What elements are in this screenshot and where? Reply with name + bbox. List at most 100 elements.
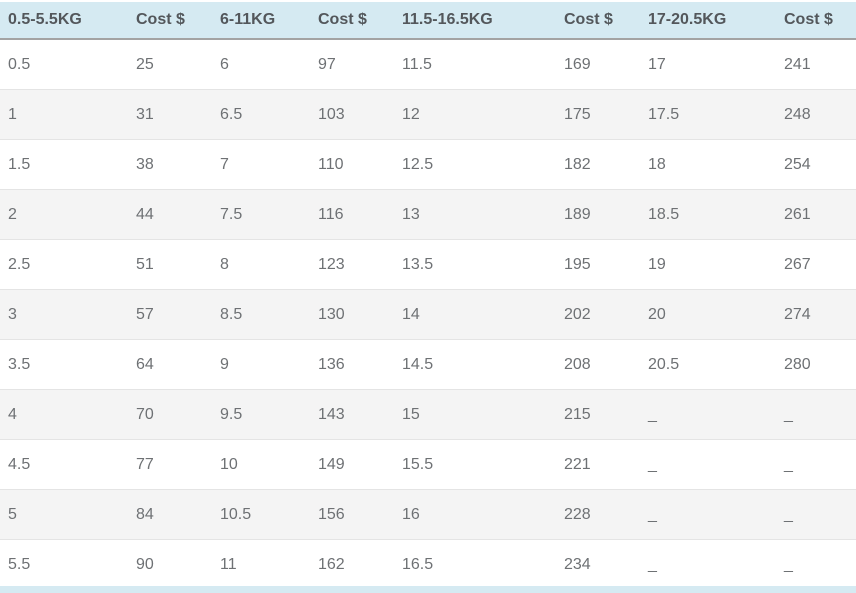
table-cell: 6 <box>220 55 229 73</box>
table-cell: 20 <box>640 289 776 340</box>
table-cell: 31 <box>128 89 212 140</box>
table-cell: 15 <box>394 389 556 440</box>
table-cell: 254 <box>776 139 856 190</box>
table-cell: 13.5 <box>394 239 556 290</box>
header-cost-1: Cost $ <box>128 2 212 40</box>
table-cell: 13 <box>394 189 556 240</box>
table-cell: 195 <box>556 239 640 290</box>
table-row: 5.5 90 11 162 16.5 234 _ _ <box>0 539 856 589</box>
table-cell: 3 <box>0 289 128 340</box>
table-cell: 17.5 <box>640 89 776 140</box>
table-cell: 14 <box>394 289 556 340</box>
table-cell: 2.5 <box>0 239 128 290</box>
table-cell: 182 <box>556 139 640 190</box>
table-cell: 149 <box>310 439 394 490</box>
table-cell: 123 <box>310 239 394 290</box>
table-cell: 25 <box>136 55 154 73</box>
table-cell: 274 <box>776 289 856 340</box>
table-cell: 38 <box>128 139 212 190</box>
table-cell: 97 <box>318 55 336 73</box>
table-cell: 10.5 <box>212 489 310 540</box>
table-header-row: 0.5-5.5KG Cost $ 6-11KG Cost $ 11.5-16.5… <box>0 2 856 40</box>
table-cell: 143 <box>310 389 394 440</box>
table-cell: 51 <box>128 239 212 290</box>
table-cell: 189 <box>556 189 640 240</box>
table-cell: 11 <box>212 539 310 589</box>
table-cell: 19 <box>640 239 776 290</box>
table-row: 0.5 25 6 97 11.5 169 17 241 <box>0 39 856 90</box>
table-cell: _ <box>640 489 776 540</box>
table-cell: 77 <box>128 439 212 490</box>
table-cell: 5 <box>0 489 128 540</box>
table-row: 3.5 64 9 136 14.5 208 20.5 280 <box>0 339 856 390</box>
table-cell: 11.5 <box>402 55 432 73</box>
table-cell: 7.5 <box>212 189 310 240</box>
table-cell: 12.5 <box>394 139 556 190</box>
table-cell: 70 <box>128 389 212 440</box>
table-row: 2.5 51 8 123 13.5 195 19 267 <box>0 239 856 290</box>
table-cell: 57 <box>128 289 212 340</box>
table-cell: 16 <box>394 489 556 540</box>
table-cell: 1 <box>0 89 128 140</box>
table-cell: 162 <box>310 539 394 589</box>
table-cell: 18.5 <box>640 189 776 240</box>
table-row: 4 70 9.5 143 15 215 _ _ <box>0 389 856 440</box>
table-cell: 8 <box>212 239 310 290</box>
table-cell: 261 <box>776 189 856 240</box>
table-cell: 12 <box>394 89 556 140</box>
table-cell: _ <box>640 389 776 440</box>
table-cell: 2 <box>0 189 128 240</box>
table-row: 1.5 38 7 110 12.5 182 18 254 <box>0 139 856 190</box>
header-cost-4: Cost $ <box>776 2 856 40</box>
table-cell: 208 <box>556 339 640 390</box>
table-cell: _ <box>776 389 856 440</box>
table-body: 0.5 25 6 97 11.5 169 17 241 1 31 6.5 103 12 175 17.5 24… <box>0 39 856 589</box>
table-cell: 248 <box>776 89 856 140</box>
table-cell: 18 <box>640 139 776 190</box>
header-weight-band-3: 11.5-16.5KG <box>394 2 556 40</box>
table-cell: 169 <box>564 55 591 73</box>
table-cell: 4.5 <box>0 439 128 490</box>
table-cell: 228 <box>556 489 640 540</box>
table-row: 5 84 10.5 156 16 228 _ _ <box>0 489 856 540</box>
table-cell: 202 <box>556 289 640 340</box>
table-cell: 1.5 <box>0 139 128 190</box>
table-cell: 9.5 <box>212 389 310 440</box>
table-cell: 20.5 <box>640 339 776 390</box>
table-cell: 64 <box>128 339 212 390</box>
table-row: 2 44 7.5 116 13 189 18.5 261 <box>0 189 856 240</box>
table-cell: 10 <box>212 439 310 490</box>
table-cell: 44 <box>128 189 212 240</box>
table-cell: 4 <box>0 389 128 440</box>
table-cell: _ <box>640 439 776 490</box>
table-cell: 6.5 <box>212 89 310 140</box>
table-cell: 9 <box>212 339 310 390</box>
table-cell: _ <box>776 489 856 540</box>
table-row: 4.5 77 10 149 15.5 221 _ _ <box>0 439 856 490</box>
table-cell: 17 <box>648 55 666 73</box>
table-cell: 5.5 <box>0 539 128 589</box>
table-cell: 234 <box>556 539 640 589</box>
table-cell: 156 <box>310 489 394 540</box>
table-cell: 280 <box>776 339 856 390</box>
table-cell: 3.5 <box>0 339 128 390</box>
table-row: 1 31 6.5 103 12 175 17.5 248 <box>0 89 856 140</box>
table-cell: 215 <box>556 389 640 440</box>
table-cell: 84 <box>128 489 212 540</box>
header-weight-band-4: 17-20.5KG <box>640 2 776 40</box>
header-cost-3: Cost $ <box>556 2 640 40</box>
table-cell: _ <box>776 439 856 490</box>
table-cell: 0.5 <box>8 55 31 73</box>
table-cell: _ <box>776 539 856 589</box>
table-cell: 110 <box>310 139 394 190</box>
next-table-header-strip <box>0 586 856 593</box>
table-cell: 175 <box>556 89 640 140</box>
table-cell: 267 <box>776 239 856 290</box>
table-cell: 14.5 <box>394 339 556 390</box>
header-cost-2: Cost $ <box>310 2 394 40</box>
table-cell: 116 <box>310 189 394 240</box>
table-cell: 136 <box>310 339 394 390</box>
header-weight-band-2: 6-11KG <box>212 2 310 40</box>
